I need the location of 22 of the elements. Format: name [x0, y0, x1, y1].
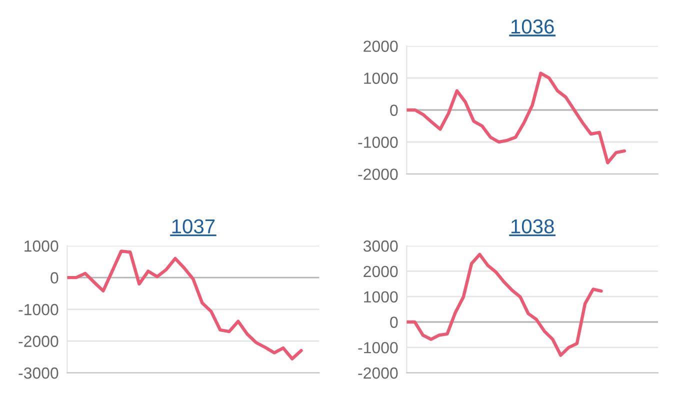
y-tick-label: 0 — [390, 104, 398, 116]
y-tick-label: -2000 — [358, 168, 398, 180]
line-series — [67, 250, 303, 360]
chart-title: 1037 — [172, 219, 215, 234]
y-tick-label: 2000 — [364, 40, 398, 52]
y-tick-label: 1000 — [24, 240, 58, 252]
y-tick-label: -1000 — [18, 304, 58, 316]
chart-title: 1038 — [511, 219, 554, 234]
y-tick-label: 2000 — [364, 266, 398, 278]
y-tick-label: 1000 — [364, 72, 398, 84]
line-series — [406, 252, 603, 357]
y-tick-label: 0 — [390, 316, 398, 328]
chart-title: 1036 — [511, 19, 554, 34]
y-tick-label: -2000 — [358, 367, 398, 379]
y-tick-label: 0 — [50, 272, 58, 284]
line-series — [406, 72, 626, 164]
y-tick-label: -3000 — [18, 367, 58, 379]
y-tick-label: 3000 — [363, 240, 398, 252]
y-tick-label: -2000 — [18, 336, 58, 347]
y-tick-label: 1000 — [364, 291, 398, 303]
y-tick-label: -1000 — [358, 136, 398, 148]
y-tick-label: -1000 — [358, 342, 398, 354]
